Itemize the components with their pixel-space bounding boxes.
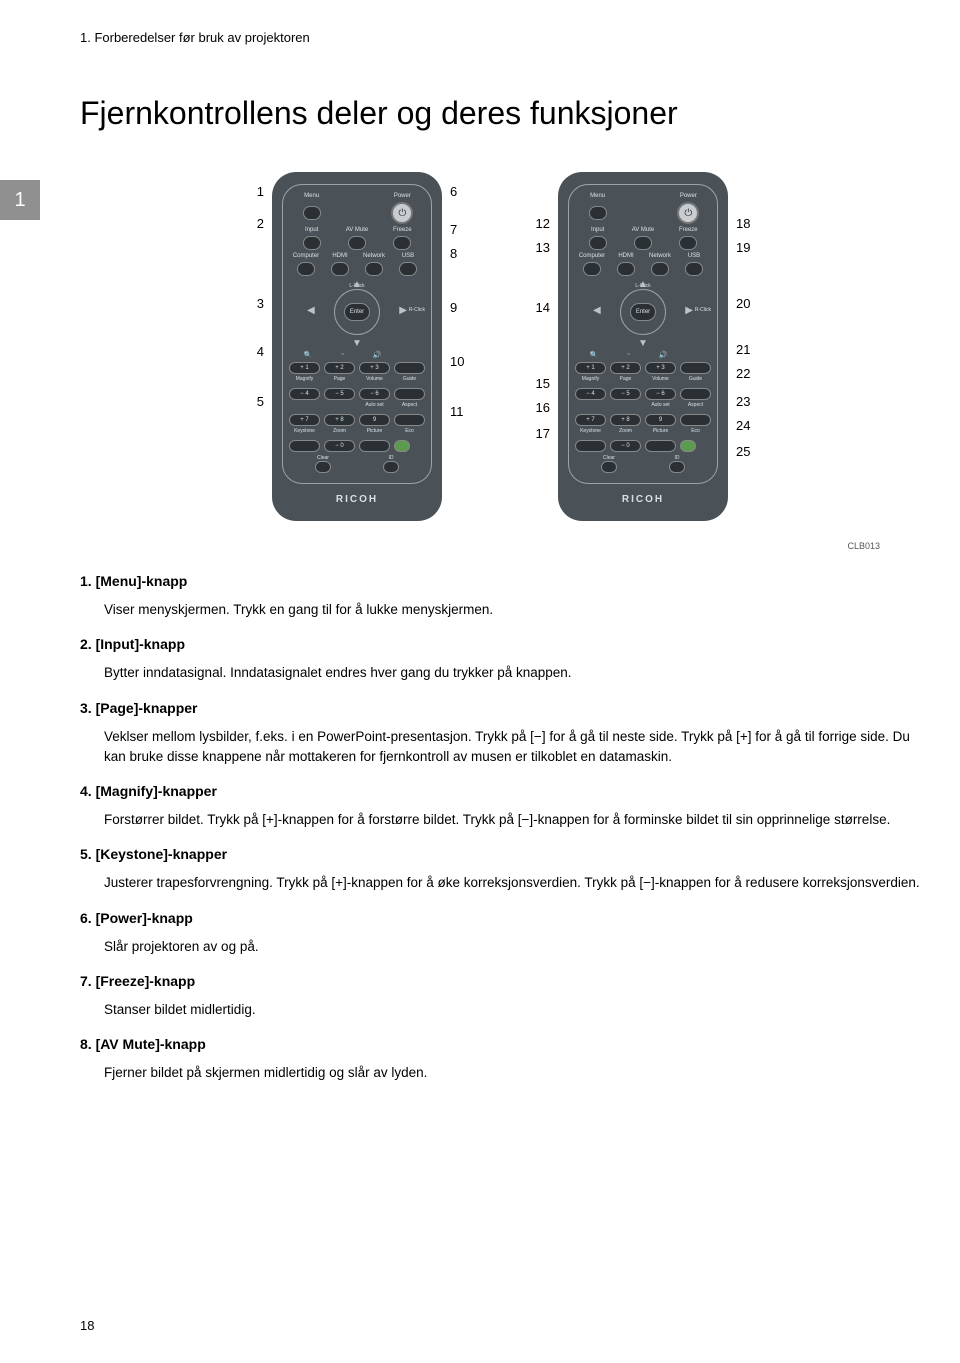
image-id: CLB013 xyxy=(80,541,880,551)
remote-diagram: 1 2 3 4 5 Menu Power ⏻ Input AV xyxy=(80,172,920,521)
callouts-left-2: 12 13 14 15 16 17 xyxy=(530,172,558,446)
page-number: 18 xyxy=(80,1318,94,1333)
callouts-right-2: 18 19 20 21 22 23 24 25 xyxy=(728,172,756,464)
chapter-tab: 1 xyxy=(0,180,40,220)
remote-control-right: Menu Power ⏻ Input AV Mute Freeze xyxy=(558,172,728,521)
section-header: 1. Forberedelser før bruk av projektoren xyxy=(80,30,920,45)
remote-control-left: Menu Power ⏻ Input AV Mute Freeze xyxy=(272,172,442,521)
descriptions-list: 1. [Menu]-knapp Viser menyskjermen. Tryk… xyxy=(80,571,920,1083)
callouts-left-1: 1 2 3 4 5 xyxy=(244,172,272,414)
callouts-right-1: 6 7 8 9 10 11 xyxy=(442,172,470,424)
page-title: Fjernkontrollens deler og deres funksjon… xyxy=(80,95,920,132)
